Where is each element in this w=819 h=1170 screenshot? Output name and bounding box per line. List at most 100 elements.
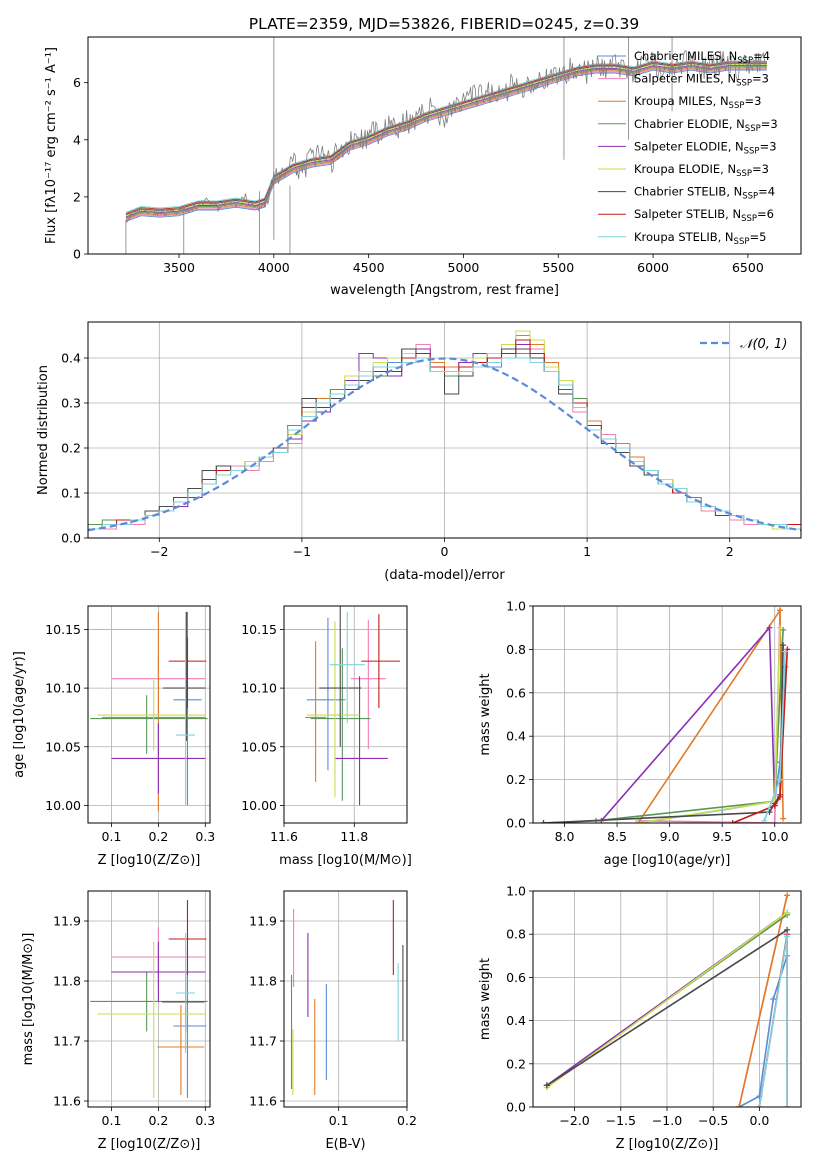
normal-curve (88, 357, 801, 532)
y-tick-label: 11.9 (249, 914, 277, 929)
y-tick-label: 0.8 (506, 927, 526, 942)
x-tick-label: 0.3 (195, 1113, 215, 1128)
x-tick-label: 8.5 (607, 829, 627, 844)
errorbars (290, 900, 404, 1095)
y-tick-label: 1.0 (506, 884, 526, 899)
errorbars (90, 611, 208, 812)
y-tick-label: 10.15 (45, 622, 81, 637)
axes-spectrum: 3500 4000 4500 5000 5500 6000 6500 0 2 4 6 waveleng… (44, 36, 802, 298)
y-tick-label: 11.6 (249, 1094, 277, 1109)
y-tick-label: 0 (73, 247, 81, 262)
x-tick-label: 0.2 (397, 1113, 417, 1128)
y-tick-label: 0.8 (506, 642, 526, 657)
weight-marker (771, 820, 778, 823)
legend-entry: 𝒩(0, 1) (740, 337, 787, 352)
weight-marker (776, 624, 783, 631)
axes-frame (87, 890, 211, 1108)
histogram-kroupa-stelib (88, 357, 801, 530)
y-axis-label: Flux [fλ10⁻¹⁷ erg cm⁻² s⁻¹ A⁻¹] (44, 47, 59, 244)
errorbar-point (176, 933, 195, 1053)
x-tick-label: 6000 (637, 260, 669, 275)
y-tick-label: 2 (73, 189, 81, 204)
errorbar-point (306, 621, 360, 798)
axes-mass_vs_Z: 0.1 0.2 0.3 11.6 11.7 11.8 11.9 Z [log10(Z/Z⊙)]… (21, 890, 215, 1152)
x-tick-label: 0.1 (329, 1113, 349, 1128)
axes-frame (87, 605, 211, 824)
y-tick-label: 0.6 (506, 970, 526, 985)
y-tick-label: 11.8 (249, 974, 277, 989)
weight-line-chabrier-stelib (546, 929, 788, 1087)
x-tick-label: 0.1 (102, 829, 122, 844)
y-tick-label: 1.0 (506, 599, 526, 614)
errorbar-point (111, 942, 206, 1002)
x-tick-label: 11.6 (270, 829, 298, 844)
x-tick-label: 10.0 (761, 829, 789, 844)
legend-entry: Salpeter STELIB, NSSP=6 (634, 207, 774, 224)
errorbar-point (90, 971, 208, 1032)
x-tick-label: 0.1 (102, 1113, 122, 1128)
y-tick-label: 10.10 (241, 681, 277, 696)
weight-line-kroupa-miles (738, 895, 788, 1107)
y-tick-label: 0.0 (61, 531, 81, 546)
weight-marker (771, 802, 778, 809)
weight-marker (776, 793, 783, 800)
figure-title: PLATE=2359, MJD=53826, FIBERID=0245, z=0… (249, 15, 639, 33)
errorbar-point (305, 641, 327, 782)
weight-lines (540, 607, 791, 823)
y-tick-label: 0.3 (61, 396, 81, 411)
legend-entry: Salpeter ELODIE, NSSP=3 (634, 139, 777, 156)
errorbar-point (97, 942, 206, 1098)
weight-marker (780, 626, 787, 633)
x-axis-label: age [log10(age/yr)] (604, 853, 731, 868)
x-axis-label: E(B-V) (325, 1137, 365, 1152)
weight-marker (756, 1104, 763, 1107)
errorbar-point (163, 611, 206, 741)
weight-line-kroupa-stelib (758, 936, 788, 1107)
y-axis-label: mass [log10(M/M⊙)] (21, 933, 36, 1066)
errorbar-point (319, 606, 362, 747)
axes-frame (283, 605, 408, 824)
axes-residuals: −2 −1 0 1 2 0.0 0.1 0.2 0.3 0.4 (data-model)/error… (36, 321, 802, 583)
x-tick-label: 0 (441, 544, 449, 559)
weight-line-salpeter-stelib (732, 649, 789, 823)
weight-marker (782, 648, 789, 655)
x-tick-label: 0.2 (148, 829, 168, 844)
y-tick-label: 0.0 (506, 1100, 526, 1115)
weight-marker (784, 1104, 791, 1107)
y-tick-label: 0.2 (61, 441, 81, 456)
errorbar-point (329, 611, 365, 724)
x-tick-label: 1 (583, 544, 591, 559)
x-tick-label: 9.5 (712, 829, 732, 844)
weight-lines (543, 892, 791, 1107)
errorbar-point (334, 676, 388, 806)
legend-entry: Chabrier MILES, NSSP=4 (634, 49, 770, 66)
x-tick-label: 5000 (448, 260, 480, 275)
weight-marker (776, 607, 783, 614)
weight-marker (784, 909, 791, 916)
x-tick-label: 9.0 (660, 829, 680, 844)
errorbar-point (90, 695, 208, 754)
axes-frame (532, 605, 802, 824)
y-tick-label: 11.7 (249, 1034, 277, 1049)
x-tick-label: 0.3 (195, 829, 215, 844)
errorbars (305, 606, 400, 806)
x-tick-label: −1.0 (652, 1113, 682, 1128)
y-tick-label: 10.00 (45, 798, 81, 813)
x-tick-label: 5500 (542, 260, 574, 275)
weight-marker (776, 776, 783, 783)
axes-weight_vs_Z: −2.0 −1.5 −1.0 −0.5 0.0 0.0 0.2 0.4 0.6 0.8 1.0 Z [… (478, 884, 802, 1152)
axes-frame (532, 890, 802, 1108)
y-tick-label: 6 (73, 75, 81, 90)
errorbars (90, 900, 208, 1098)
x-axis-label: Z [log10(Z/Z⊙)] (98, 853, 201, 868)
x-tick-label: 4000 (258, 260, 290, 275)
legend-entry: Chabrier ELODIE, NSSP=3 (634, 117, 778, 134)
y-tick-label: 11.8 (53, 974, 81, 989)
x-axis-label: mass [log10(M/M⊙)] (279, 853, 412, 868)
legend-entry: Kroupa MILES, NSSP=3 (634, 94, 761, 111)
weight-line-kroupa-elodie (546, 911, 788, 1089)
y-tick-label: 11.7 (53, 1034, 81, 1049)
legend-entry: Chabrier STELIB, NSSP=4 (634, 185, 775, 202)
y-tick-label: 10.00 (241, 798, 277, 813)
x-tick-label: 2 (726, 544, 734, 559)
